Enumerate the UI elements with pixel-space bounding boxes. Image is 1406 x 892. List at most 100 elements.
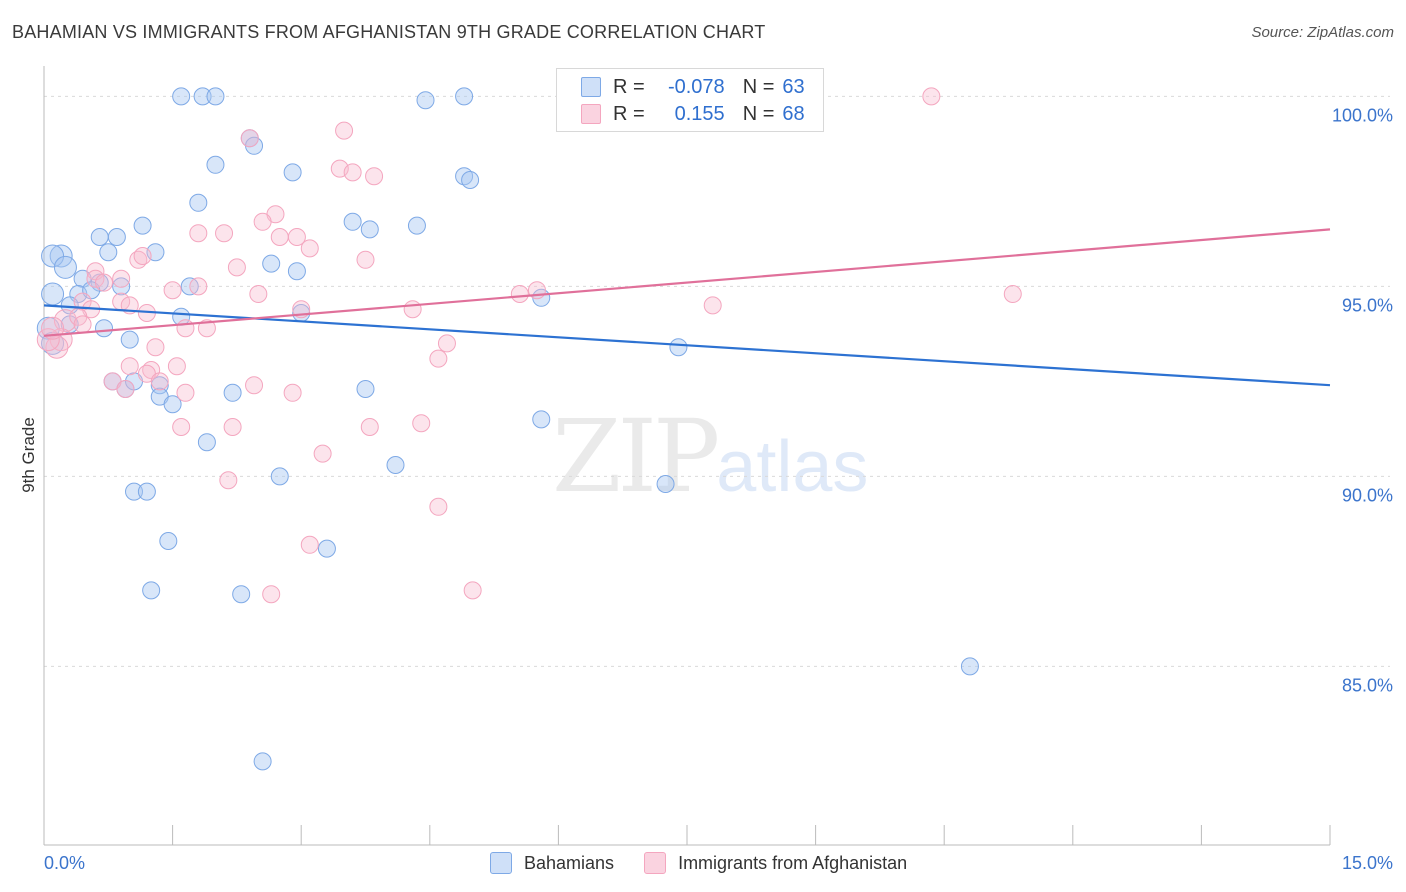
point-afghanistan [53, 309, 77, 333]
trend-lines [43, 228, 1331, 387]
point-afghanistan [343, 163, 362, 182]
point-afghanistan [270, 228, 289, 246]
legend-row-bahamians: R = -0.078 N = 63 [581, 75, 805, 99]
point-afghanistan [365, 167, 384, 186]
point-bahamians [407, 216, 426, 235]
y-tick-label: 95.0% [1342, 295, 1393, 315]
point-bahamians [163, 395, 182, 414]
point-afghanistan [197, 319, 216, 338]
point-bahamians [120, 330, 139, 349]
point-bahamians [95, 319, 114, 338]
point-bahamians [197, 433, 216, 452]
point-afghanistan [262, 585, 281, 604]
point-bahamians [125, 482, 144, 501]
legend-r-label: R = [613, 102, 645, 125]
x-tick-label: 15.0% [1342, 853, 1393, 873]
point-bahamians [53, 255, 77, 279]
point-afghanistan [86, 269, 105, 288]
point-bahamians [172, 87, 191, 106]
source-label: Source: ZipAtlas.com [1251, 24, 1394, 41]
watermark-zip: ZIP [552, 398, 720, 515]
point-afghanistan [429, 349, 448, 368]
point-bahamians [253, 752, 272, 771]
point-bahamians [360, 220, 379, 239]
data-points [36, 87, 1022, 771]
point-bahamians [206, 87, 225, 106]
point-afghanistan [360, 418, 379, 436]
legend-label-afghanistan: Immigrants from Afghanistan [678, 852, 908, 873]
point-afghanistan [463, 581, 482, 600]
axes [43, 66, 1331, 846]
point-afghanistan [176, 383, 195, 402]
point-afghanistan [1003, 285, 1022, 303]
point-bahamians [232, 585, 251, 604]
point-bahamians [283, 163, 302, 182]
point-afghanistan [219, 471, 238, 490]
point-afghanistan [300, 535, 319, 554]
point-afghanistan [172, 418, 191, 436]
point-afghanistan [163, 281, 182, 300]
point-bahamians [532, 410, 551, 429]
point-bahamians [112, 277, 131, 296]
legend-n-value: 68 [782, 102, 805, 125]
point-afghanistan [189, 277, 208, 296]
watermark-atlas: atlas [716, 427, 869, 507]
legend-item-bahamians: Bahamians [490, 852, 614, 874]
legend-swatch-pink [644, 852, 667, 874]
point-bahamians [137, 482, 156, 501]
legend-r-label: R = [613, 75, 645, 98]
legend-row-afghanistan: R = 0.155 N = 68 [581, 102, 805, 126]
legend-label-bahamians: Bahamians [524, 852, 615, 873]
point-afghanistan [73, 315, 92, 334]
point-afghanistan [240, 129, 259, 148]
y-tick-label: 85.0% [1342, 675, 1393, 695]
x-tick-label: 0.0% [44, 853, 85, 873]
legend-r-value: 0.155 [674, 102, 725, 125]
point-afghanistan [335, 121, 354, 140]
point-afghanistan [510, 285, 529, 303]
point-afghanistan [356, 250, 375, 269]
point-bahamians [262, 254, 281, 273]
point-bahamians [159, 532, 178, 550]
point-bahamians [206, 155, 225, 174]
trend-line-bahamians [43, 304, 1331, 387]
point-bahamians [343, 212, 362, 231]
legend-n-label: N = [742, 75, 775, 98]
point-afghanistan [245, 376, 264, 395]
point-afghanistan [112, 269, 131, 288]
legend-item-afghanistan: Immigrants from Afghanistan [644, 852, 907, 874]
point-afghanistan [223, 418, 242, 436]
point-afghanistan [95, 273, 114, 292]
point-bahamians [656, 475, 675, 493]
point-bahamians [41, 244, 65, 268]
legend-r-value: -0.078 [667, 75, 725, 98]
y-tick-label: 100.0% [1332, 105, 1393, 125]
point-bahamians [461, 171, 480, 189]
point-afghanistan [116, 380, 135, 398]
point-afghanistan [922, 87, 941, 106]
y-tick-label: 90.0% [1342, 485, 1393, 505]
tick-labels: 85.0% 90.0% 95.0% 100.0% 0.0% 15.0% 9th Grade [19, 105, 1393, 873]
series-legend: Bahamians Immigrants from Afghanistan [490, 852, 937, 874]
trend-line-afghanistan [43, 228, 1331, 337]
point-afghanistan [283, 383, 302, 402]
point-bahamians [189, 193, 208, 212]
point-bahamians [669, 338, 688, 357]
point-afghanistan [412, 414, 431, 433]
point-bahamians [133, 216, 152, 235]
point-afghanistan [227, 258, 246, 277]
point-afghanistan [249, 285, 268, 303]
point-afghanistan [176, 319, 195, 338]
point-afghanistan [146, 338, 165, 357]
point-bahamians [99, 243, 118, 262]
point-bahamians [317, 539, 336, 558]
y-axis-label: 9th Grade [19, 417, 38, 493]
point-bahamians [356, 380, 375, 398]
point-afghanistan [429, 497, 448, 516]
point-bahamians [223, 383, 242, 402]
legend-swatch-blue [581, 77, 601, 97]
point-afghanistan [703, 296, 722, 315]
legend-n-value: 63 [782, 75, 805, 98]
point-bahamians [416, 91, 435, 110]
